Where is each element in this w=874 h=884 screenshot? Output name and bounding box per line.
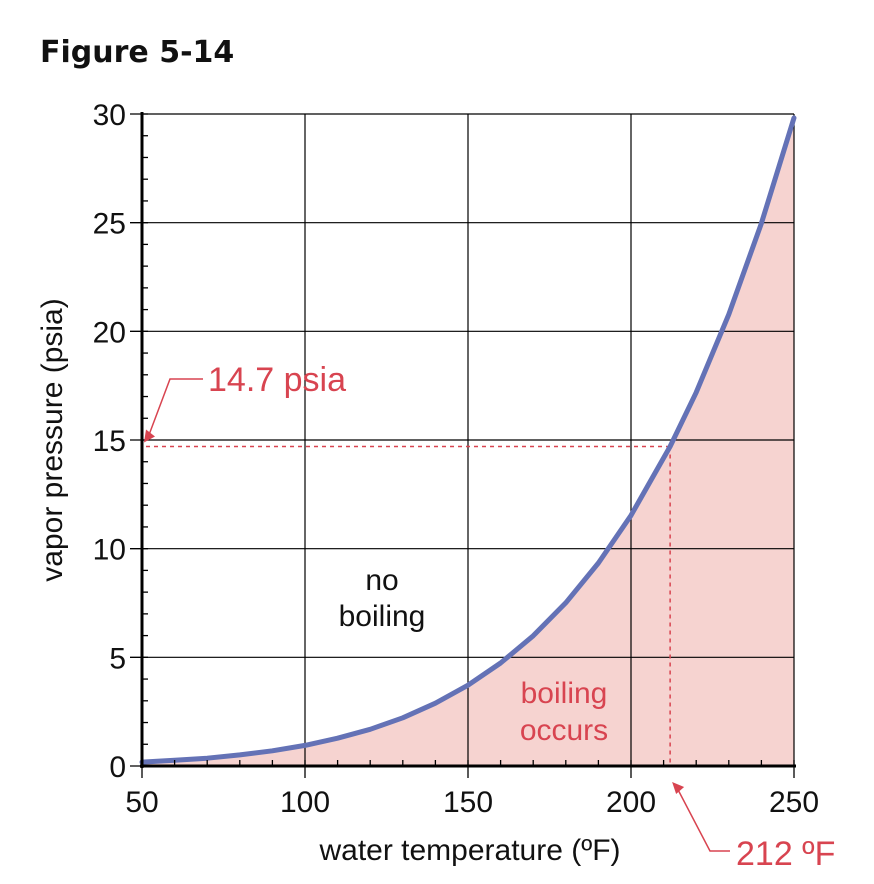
y-tick-label-10: 10 bbox=[93, 534, 126, 567]
no-boiling-label-line1: no bbox=[365, 564, 398, 597]
guide-layer bbox=[146, 445, 671, 766]
y-tick-label-30: 30 bbox=[93, 99, 126, 132]
x-tick-label-150: 150 bbox=[443, 786, 493, 819]
x-tick-label-100: 100 bbox=[280, 786, 330, 819]
x-tick-label-200: 200 bbox=[606, 786, 656, 819]
arrowhead-212-f bbox=[672, 782, 685, 794]
no-boiling-label-line2: boiling bbox=[339, 600, 426, 633]
y-tick-label-0: 0 bbox=[109, 751, 126, 784]
curve-layer bbox=[139, 115, 797, 765]
axis-layer bbox=[130, 112, 796, 778]
x-tick-label-250: 250 bbox=[769, 786, 819, 819]
y-tick-label-15: 15 bbox=[93, 425, 126, 458]
figure-title: Figure 5-14 bbox=[40, 35, 234, 70]
tick-label-layer: 0 5 10 15 20 25 30 50 100 150 200 250 bbox=[93, 99, 819, 819]
y-tick-label-5: 5 bbox=[109, 642, 126, 675]
leader-14-7-psia bbox=[147, 378, 203, 438]
annotation-arrows bbox=[144, 378, 730, 852]
boiling-occurs-label-line2: occurs bbox=[520, 714, 608, 747]
x-tick-label-50: 50 bbox=[125, 786, 158, 819]
y-axis-label: vapor pressure (psia) bbox=[36, 298, 69, 581]
annotation-14-7-psia: 14.7 psia bbox=[208, 361, 346, 399]
y-tick-label-25: 25 bbox=[93, 208, 126, 241]
arrowhead-14-7-psia bbox=[144, 429, 155, 443]
y-tick-label-20: 20 bbox=[93, 316, 126, 349]
x-axis-label: water temperature (ºF) bbox=[318, 834, 620, 867]
boiling-occurs-label-line1: boiling bbox=[521, 677, 608, 710]
leader-212-f bbox=[676, 787, 730, 852]
annotation-212-f: 212 ºF bbox=[736, 835, 835, 873]
vapor-pressure-curve bbox=[139, 115, 797, 765]
